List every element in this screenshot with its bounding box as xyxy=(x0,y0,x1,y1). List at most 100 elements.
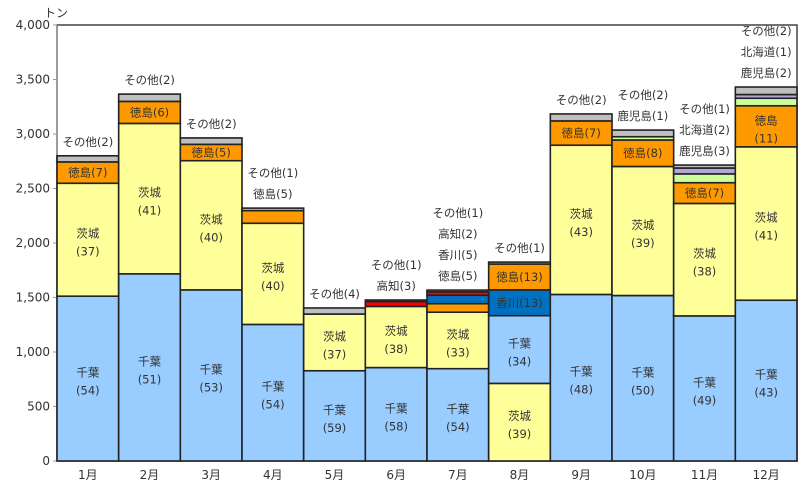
bar-segment xyxy=(672,315,737,462)
y-tick-label: 3,000 xyxy=(16,127,50,141)
segment-label: 徳島(13) xyxy=(496,270,543,284)
bar-segment xyxy=(426,367,490,462)
segment-label: (39) xyxy=(508,427,532,441)
bar-segment xyxy=(364,299,428,303)
y-tick-label: 4,000 xyxy=(16,18,50,32)
bar-segment xyxy=(179,137,243,146)
bars xyxy=(56,86,798,462)
bar-segment xyxy=(549,113,613,122)
segment-label: (37) xyxy=(323,347,347,361)
segment-label: 茨城 xyxy=(508,409,531,423)
segment-label: (54) xyxy=(76,384,100,398)
segment-label-above: その他(2) xyxy=(186,117,237,131)
segment-label: 千葉 xyxy=(138,354,161,368)
bar-segment xyxy=(364,305,428,369)
segment-label-above: その他(1) xyxy=(679,102,730,116)
segment-label: (43) xyxy=(754,386,778,400)
bar-segment xyxy=(241,207,305,212)
segment-label: 茨城 xyxy=(446,327,469,341)
segment-label: (40) xyxy=(199,230,223,244)
x-tick-label: 11月 xyxy=(691,468,718,482)
segment-label: (51) xyxy=(138,372,162,386)
bar-segment xyxy=(56,155,120,163)
x-tick-label: 7月 xyxy=(448,468,468,482)
bar-segment xyxy=(672,173,737,184)
x-tick-label: 5月 xyxy=(325,468,345,482)
bar-segment xyxy=(426,294,490,305)
segment-label: 茨城 xyxy=(261,261,284,275)
y-tick-label: 2,500 xyxy=(16,182,50,196)
segment-label: 茨城 xyxy=(693,247,716,261)
segment-label: (40) xyxy=(261,279,285,293)
bar-segment xyxy=(734,146,798,302)
bar-segment xyxy=(56,182,120,297)
segment-label: 茨城 xyxy=(570,207,593,221)
y-tick-label: 500 xyxy=(27,400,50,414)
y-tick-label: 1,500 xyxy=(16,291,50,305)
segment-label-above: その他(2) xyxy=(124,73,175,87)
segment-label: (50) xyxy=(631,383,655,397)
bar-segment xyxy=(611,165,675,297)
segment-label-above: 鹿児島(3) xyxy=(679,144,730,158)
y-tick-label: 1,000 xyxy=(16,345,50,359)
bar-segment xyxy=(549,293,613,462)
x-tick-label: 8月 xyxy=(510,468,530,482)
segment-label: 千葉 xyxy=(76,366,99,380)
bar-segment xyxy=(426,311,490,370)
bar-segment xyxy=(302,307,367,315)
segment-label: 千葉 xyxy=(385,401,408,415)
segment-label-above: その他(2) xyxy=(62,135,113,149)
segment-label-above: その他(4) xyxy=(309,287,360,301)
segment-label-above: 高知(2) xyxy=(438,227,477,241)
bar-segment xyxy=(117,93,182,103)
segment-label: 千葉 xyxy=(755,368,778,382)
bar-segment xyxy=(426,302,490,314)
segment-label: 茨城 xyxy=(138,186,161,200)
segment-label: 茨城 xyxy=(323,329,346,343)
segment-label: (11) xyxy=(754,131,778,145)
bar-segment xyxy=(364,366,428,462)
segment-label: 千葉 xyxy=(693,375,716,389)
x-tick-label: 6月 xyxy=(386,468,406,482)
segment-label: (41) xyxy=(138,204,162,218)
bar-segment xyxy=(179,159,243,291)
segment-label: 徳島 xyxy=(755,113,778,127)
bar-segment xyxy=(487,261,552,265)
y-tick-label: 2,000 xyxy=(16,236,50,250)
segment-label: 千葉 xyxy=(508,337,531,351)
x-tick-label: 9月 xyxy=(571,468,591,482)
bar-segment xyxy=(672,164,737,169)
segment-label: 徳島(7) xyxy=(685,186,724,200)
segment-label: (59) xyxy=(323,421,347,435)
segment-label-above: その他(1) xyxy=(371,258,422,272)
segment-label-above: その他(2) xyxy=(741,24,792,38)
segment-label: 千葉 xyxy=(261,380,284,394)
x-tick-label: 2月 xyxy=(140,468,160,482)
bar-segment xyxy=(611,129,675,138)
segment-label-above: その他(1) xyxy=(247,166,298,180)
x-tick-label: 3月 xyxy=(201,468,221,482)
segment-label-above: 鹿児島(1) xyxy=(617,109,668,123)
segment-label: 千葉 xyxy=(200,362,223,376)
segment-label: 茨城 xyxy=(631,218,654,232)
segment-label: 徳島(7) xyxy=(562,126,601,140)
bar-segment xyxy=(611,294,675,462)
x-tick-label: 10月 xyxy=(629,468,656,482)
segment-label: (54) xyxy=(446,420,470,434)
segment-label: (37) xyxy=(76,245,100,259)
bar-segment xyxy=(487,289,552,317)
x-tick-label: 1月 xyxy=(78,468,98,482)
bar-segment xyxy=(734,97,798,107)
segment-label: 千葉 xyxy=(323,403,346,417)
segment-label: 千葉 xyxy=(446,402,469,416)
segment-label: (54) xyxy=(261,398,285,412)
segment-label: 茨城 xyxy=(755,211,778,225)
segment-label: 徳島(8) xyxy=(623,146,662,160)
bar-segment xyxy=(302,369,367,462)
segment-label-above: その他(1) xyxy=(494,241,545,255)
segment-label-above: その他(2) xyxy=(556,93,607,107)
segment-label-above: 高知(3) xyxy=(377,279,416,293)
bar-segment xyxy=(487,314,552,385)
bar-segment xyxy=(426,289,490,293)
